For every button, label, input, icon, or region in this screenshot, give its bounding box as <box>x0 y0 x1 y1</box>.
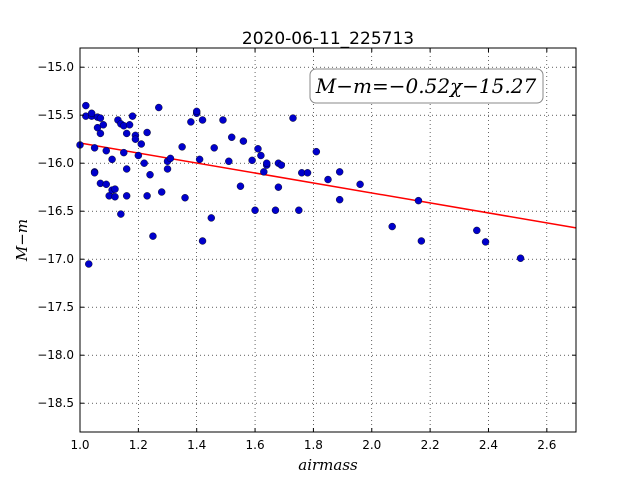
data-point <box>260 168 268 176</box>
data-point <box>248 156 256 165</box>
data-point <box>263 159 271 167</box>
x-tick-label: 2.0 <box>362 438 381 452</box>
data-point <box>111 185 119 193</box>
x-tick-label: 2.6 <box>537 438 556 452</box>
data-point <box>140 159 148 167</box>
x-tick-label: 2.4 <box>479 438 498 452</box>
data-point <box>99 121 108 129</box>
data-point <box>228 133 236 141</box>
y-tick-label: −18.5 <box>37 396 74 410</box>
data-point <box>82 101 90 110</box>
data-point <box>388 222 396 231</box>
data-point <box>111 193 119 201</box>
data-point <box>90 169 99 177</box>
fit-line <box>79 142 577 229</box>
y-tick-label: −17.5 <box>37 300 74 314</box>
y-tick-label: −15.5 <box>37 108 74 122</box>
data-point <box>90 144 99 152</box>
data-point <box>303 169 312 177</box>
data-point <box>149 232 157 240</box>
data-point <box>324 175 332 184</box>
data-point <box>516 254 525 262</box>
data-point <box>128 112 137 120</box>
data-point <box>239 137 248 145</box>
data-point <box>295 206 303 214</box>
data-point <box>96 114 105 122</box>
data-point <box>251 206 259 214</box>
data-point <box>225 157 233 165</box>
data-point <box>122 165 131 173</box>
y-tick-label: −15.0 <box>37 60 74 74</box>
data-point <box>122 129 131 138</box>
data-point <box>143 128 151 137</box>
data-point <box>181 194 189 202</box>
fit-annotation: M−m=−0.52χ−15.27 <box>309 68 544 104</box>
data-point <box>137 140 145 148</box>
data-point <box>473 226 481 235</box>
data-point <box>277 161 286 169</box>
x-tick-label: 1.6 <box>246 438 265 452</box>
data-point <box>166 154 175 163</box>
data-point <box>108 155 116 164</box>
data-point <box>193 107 201 116</box>
x-tick-label: 1.0 <box>70 438 89 452</box>
x-tick-label: 2.2 <box>421 438 440 452</box>
fit-line-layer <box>79 142 577 229</box>
data-point <box>481 238 490 246</box>
data-point <box>102 180 110 189</box>
data-point <box>271 206 280 214</box>
data-point <box>254 145 262 153</box>
data-points <box>76 101 525 268</box>
data-point <box>85 260 93 268</box>
data-point <box>236 182 245 190</box>
data-point <box>178 143 186 151</box>
data-point <box>143 192 151 200</box>
data-point <box>274 183 283 191</box>
data-point <box>117 210 125 218</box>
y-tick-label: −18.0 <box>37 348 74 362</box>
data-point <box>198 237 207 245</box>
chart-title: 2020-06-11_225713 <box>242 29 414 49</box>
data-point <box>198 116 207 124</box>
data-point <box>195 155 204 164</box>
data-point <box>96 129 105 138</box>
data-point <box>87 109 96 117</box>
data-point <box>335 195 344 204</box>
data-point <box>102 147 110 155</box>
data-point <box>414 196 423 205</box>
fit-equation: M−m=−0.52χ−15.27 <box>315 74 537 98</box>
data-point <box>146 171 154 179</box>
axis-ticks: 1.0 1.2 1.4 1.6 1.8 2.0 2.2 2.4 2.6 −15.0 −15.5 −16… <box>37 48 576 452</box>
data-point <box>207 214 215 222</box>
plot-frame <box>79 47 577 433</box>
data-point <box>335 168 344 176</box>
data-point <box>417 237 426 245</box>
data-point <box>157 188 166 196</box>
data-point <box>187 118 195 126</box>
y-tick-label: −16.5 <box>37 204 74 218</box>
data-point <box>155 103 163 112</box>
data-point <box>257 151 265 160</box>
x-tick-label: 1.4 <box>187 438 206 452</box>
data-point <box>120 148 128 157</box>
data-point <box>131 135 140 143</box>
data-point <box>134 151 143 160</box>
data-point <box>125 121 134 129</box>
data-point <box>312 147 321 156</box>
data-point <box>210 144 218 152</box>
y-tick-label: −17.0 <box>37 252 74 266</box>
data-point <box>122 192 131 200</box>
data-point <box>163 165 172 173</box>
x-tick-label: 1.2 <box>129 438 148 452</box>
data-point <box>356 180 364 189</box>
y-axis-label: M−m <box>13 219 31 262</box>
y-tick-label: −16.0 <box>37 156 74 170</box>
x-axis-label: airmass <box>298 456 358 474</box>
annotation-box <box>309 68 544 104</box>
x-tick-label: 1.8 <box>304 438 323 452</box>
data-point <box>289 114 297 122</box>
data-point <box>219 116 227 124</box>
